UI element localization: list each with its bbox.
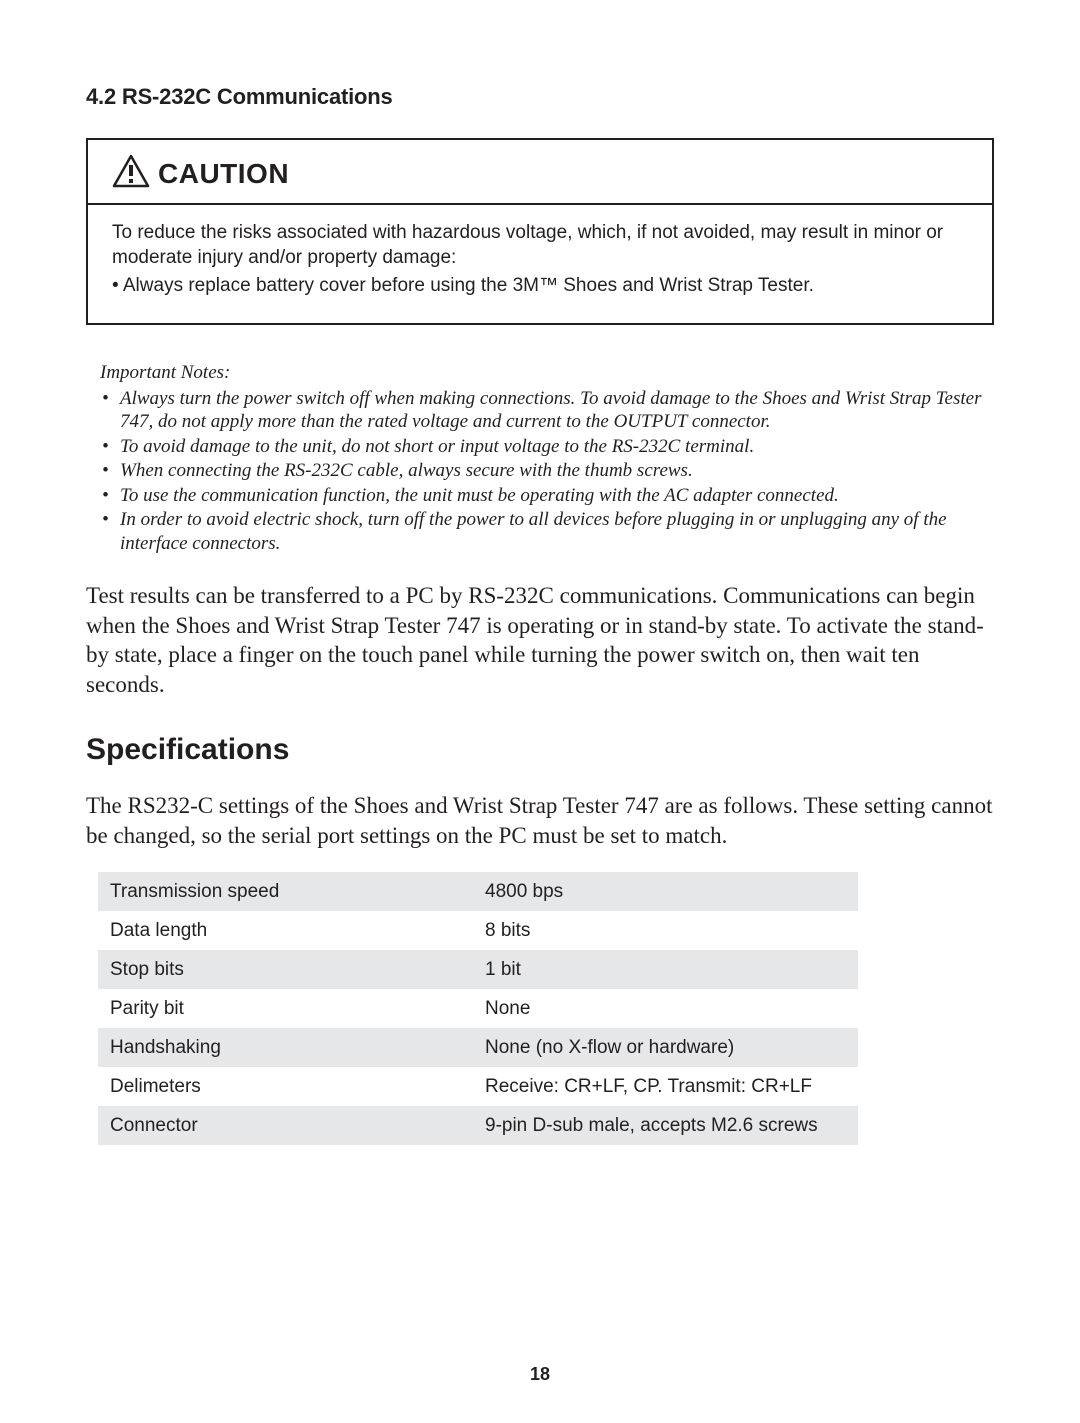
table-row: Parity bitNone — [98, 989, 858, 1028]
spec-value: Receive: CR+LF, CP. Transmit: CR+LF — [473, 1067, 858, 1106]
spec-value: None — [473, 989, 858, 1028]
note-item: To avoid damage to the unit, do not shor… — [100, 435, 994, 459]
spec-label: Handshaking — [98, 1028, 473, 1067]
spec-value: 1 bit — [473, 950, 858, 989]
caution-body: To reduce the risks associated with haza… — [88, 205, 992, 323]
spec-value: 4800 bps — [473, 872, 858, 911]
specifications-table: Transmission speed4800 bpsData length8 b… — [98, 872, 858, 1145]
caution-header: CAUTION — [88, 140, 992, 205]
caution-title: CAUTION — [158, 158, 289, 190]
spec-value: None (no X-flow or hardware) — [473, 1028, 858, 1067]
body-paragraph: Test results can be transferred to a PC … — [86, 581, 994, 699]
spec-label: Data length — [98, 911, 473, 950]
page: 4.2 RS-232C Communications CAUTION To re… — [0, 0, 1080, 1423]
spec-label: Parity bit — [98, 989, 473, 1028]
caution-box: CAUTION To reduce the risks associated w… — [86, 138, 994, 325]
page-number: 18 — [0, 1364, 1080, 1385]
spec-label: Delimeters — [98, 1067, 473, 1106]
spec-label: Stop bits — [98, 950, 473, 989]
table-row: Data length8 bits — [98, 911, 858, 950]
spec-label: Transmission speed — [98, 872, 473, 911]
table-row: Connector9-pin D-sub male, accepts M2.6 … — [98, 1106, 858, 1145]
note-item: To use the communication function, the u… — [100, 484, 994, 508]
specifications-intro: The RS232-C settings of the Shoes and Wr… — [86, 791, 994, 850]
spec-value: 8 bits — [473, 911, 858, 950]
notes-heading: Important Notes: — [100, 361, 994, 385]
specifications-heading: Specifications — [86, 733, 994, 767]
caution-bullet: • Always replace battery cover before us… — [112, 274, 968, 299]
spec-value: 9-pin D-sub male, accepts M2.6 screws — [473, 1106, 858, 1145]
section-heading: 4.2 RS-232C Communications — [86, 84, 994, 110]
note-item: Always turn the power switch off when ma… — [100, 387, 994, 434]
note-item: When connecting the RS-232C cable, alway… — [100, 459, 994, 483]
table-row: Transmission speed4800 bps — [98, 872, 858, 911]
warning-icon — [112, 154, 150, 193]
table-row: Stop bits1 bit — [98, 950, 858, 989]
table-row: DelimetersReceive: CR+LF, CP. Transmit: … — [98, 1067, 858, 1106]
spec-label: Connector — [98, 1106, 473, 1145]
note-item: In order to avoid electric shock, turn o… — [100, 508, 994, 555]
notes-list: Always turn the power switch off when ma… — [100, 387, 994, 556]
table-row: HandshakingNone (no X-flow or hardware) — [98, 1028, 858, 1067]
caution-text: To reduce the risks associated with haza… — [112, 221, 968, 270]
important-notes: Important Notes: Always turn the power s… — [100, 361, 994, 555]
spec-table-body: Transmission speed4800 bpsData length8 b… — [98, 872, 858, 1145]
